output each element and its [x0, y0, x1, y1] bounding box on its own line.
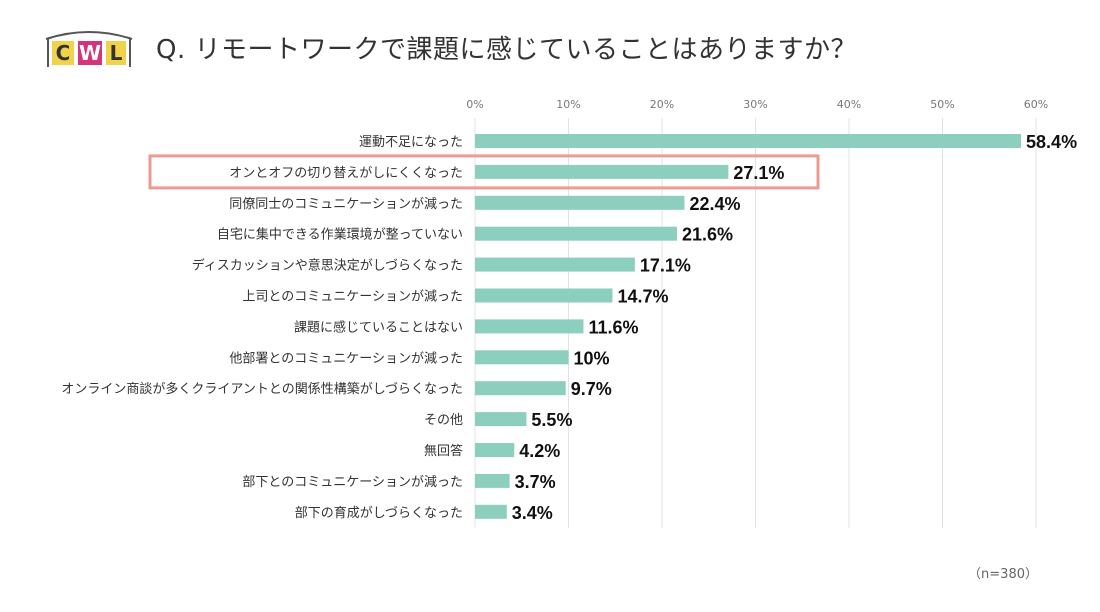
x-tick-label: 30%	[743, 98, 767, 111]
data-label: 3.4%	[512, 503, 553, 523]
data-label: 21.6%	[682, 225, 733, 245]
bar	[475, 319, 584, 334]
data-label: 4.2%	[519, 441, 560, 461]
x-tick-label: 20%	[650, 98, 674, 111]
category-label: その他	[424, 413, 463, 428]
data-label: 5.5%	[531, 410, 572, 430]
category-label: ディスカッションや意思決定がしづらくなった	[192, 258, 463, 274]
svg-text:L: L	[110, 41, 123, 65]
data-label: 9.7%	[571, 379, 612, 399]
category-label: 自宅に集中できる作業環境が整っていない	[217, 227, 463, 243]
bar	[475, 350, 569, 365]
svg-text:W: W	[79, 41, 101, 65]
data-label: 3.7%	[515, 472, 556, 492]
bar	[475, 134, 1022, 148]
bar	[475, 195, 685, 210]
category-label: 無回答	[424, 443, 463, 459]
bar	[475, 443, 515, 457]
category-label: 上司とのコミュニケーションが減った	[242, 289, 463, 305]
category-label: 課題に感じていることはない	[294, 319, 463, 335]
data-label: 17.1%	[640, 256, 691, 276]
category-label: 部下とのコミュニケーションが減った	[242, 474, 463, 490]
data-label: 22.4%	[689, 194, 740, 214]
x-tick-label: 0%	[466, 98, 483, 111]
cwl-logo: C W L	[45, 31, 133, 67]
data-label: 10%	[574, 348, 610, 368]
data-label: 14.7%	[617, 287, 668, 307]
bar	[475, 412, 527, 427]
x-tick-label: 60%	[1024, 98, 1048, 111]
bar	[475, 504, 507, 519]
x-tick-label: 10%	[556, 98, 580, 111]
bar	[475, 226, 677, 241]
category-label: オンライン商談が多くクライアントとの関係性構築がしづらくなった	[61, 381, 463, 397]
category-label: 同僚同士のコミュニケーションが減った	[229, 196, 463, 212]
category-label: 運動不足になった	[359, 135, 463, 150]
bar	[475, 288, 613, 303]
bar	[475, 381, 566, 396]
bar	[475, 164, 729, 179]
bar	[475, 257, 635, 272]
data-label: 58.4%	[1026, 132, 1077, 152]
x-tick-label: 50%	[930, 98, 954, 111]
data-label: 11.6%	[588, 317, 638, 337]
category-label: オンとオフの切り替えがしにくくなった	[229, 166, 463, 181]
highlight-frame	[148, 154, 820, 190]
x-tick-label: 40%	[837, 98, 861, 111]
page-title: Q. リモートワークで課題に感じていることはありますか？	[156, 35, 857, 65]
sample-size-note: （n=380）	[968, 567, 1038, 582]
category-label: 部下の育成がしづらくなった	[295, 505, 463, 521]
data-label: 27.1%	[733, 163, 784, 183]
bar	[475, 473, 510, 488]
svg-text:C: C	[56, 41, 71, 65]
category-label: 他部署とのコミュニケーションが減った	[229, 350, 463, 366]
